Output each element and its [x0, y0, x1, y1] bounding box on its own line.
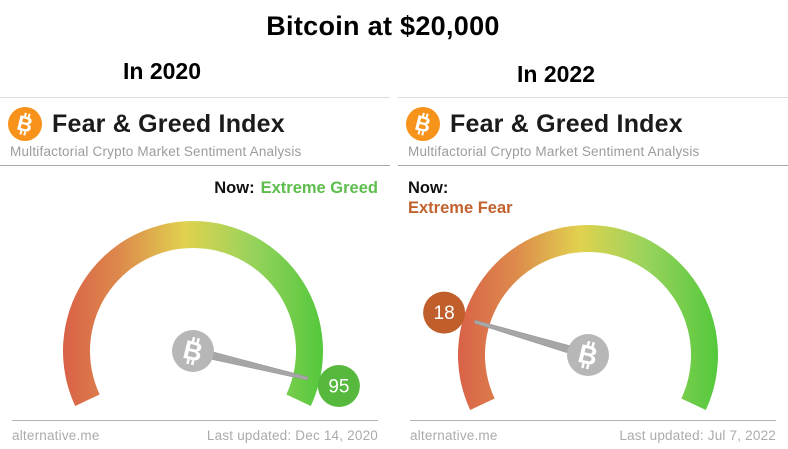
last-updated-label: Last updated: Dec 14, 2020: [206, 428, 378, 443]
sentiment-value: Extreme Fear: [408, 199, 513, 217]
panel-footer: alternative.me Last updated: Jul 7, 2022: [410, 420, 776, 443]
panel-footer: alternative.me Last updated: Dec 14, 202…: [12, 420, 378, 443]
now-label: Now:: [408, 179, 449, 197]
current-sentiment-row: Now: Extreme Fear: [408, 179, 776, 218]
bitcoin-logo-icon: [406, 107, 440, 141]
widget-title: Fear & Greed Index: [450, 109, 683, 138]
current-sentiment-row: Now: Extreme Greed: [10, 179, 378, 198]
gauge-value: 95: [328, 377, 349, 398]
now-label: Now:: [214, 179, 255, 197]
gauge-value: 18: [434, 303, 455, 324]
fear-greed-gauge: 95: [63, 220, 360, 407]
source-site-label: alternative.me: [410, 428, 498, 443]
gauge-arc: [63, 220, 324, 406]
year-label-2020: In 2020: [123, 58, 201, 84]
panel-header: Fear & Greed Index Multifactorial Crypto…: [0, 98, 390, 166]
fear-greed-panel-2020: Fear & Greed Index Multifactorial Crypto…: [0, 97, 390, 449]
fear-greed-gauge: 18: [423, 224, 718, 410]
bitcoin-pivot-coin-icon: [567, 334, 609, 376]
last-updated-label: Last updated: Jul 7, 2022: [619, 428, 776, 443]
source-site-label: alternative.me: [12, 428, 100, 443]
sentiment-value: Extreme Greed: [260, 179, 378, 197]
gauge-value-badge: 95: [317, 365, 360, 407]
fear-greed-panel-2022: Fear & Greed Index Multifactorial Crypto…: [398, 97, 788, 449]
gauge-arc: [458, 224, 718, 410]
widget-subtitle: Multifactorial Crypto Market Sentiment A…: [10, 144, 302, 159]
panel-header: Fear & Greed Index Multifactorial Crypto…: [398, 98, 788, 166]
page-title: Bitcoin at $20,000: [266, 11, 500, 41]
gauge-value-badge: 18: [423, 291, 466, 334]
bitcoin-pivot-coin-icon: [172, 330, 214, 372]
widget-title: Fear & Greed Index: [52, 109, 285, 138]
year-label-2022: In 2022: [517, 61, 595, 87]
bitcoin-logo-icon: [8, 107, 42, 141]
widget-subtitle: Multifactorial Crypto Market Sentiment A…: [408, 144, 700, 159]
